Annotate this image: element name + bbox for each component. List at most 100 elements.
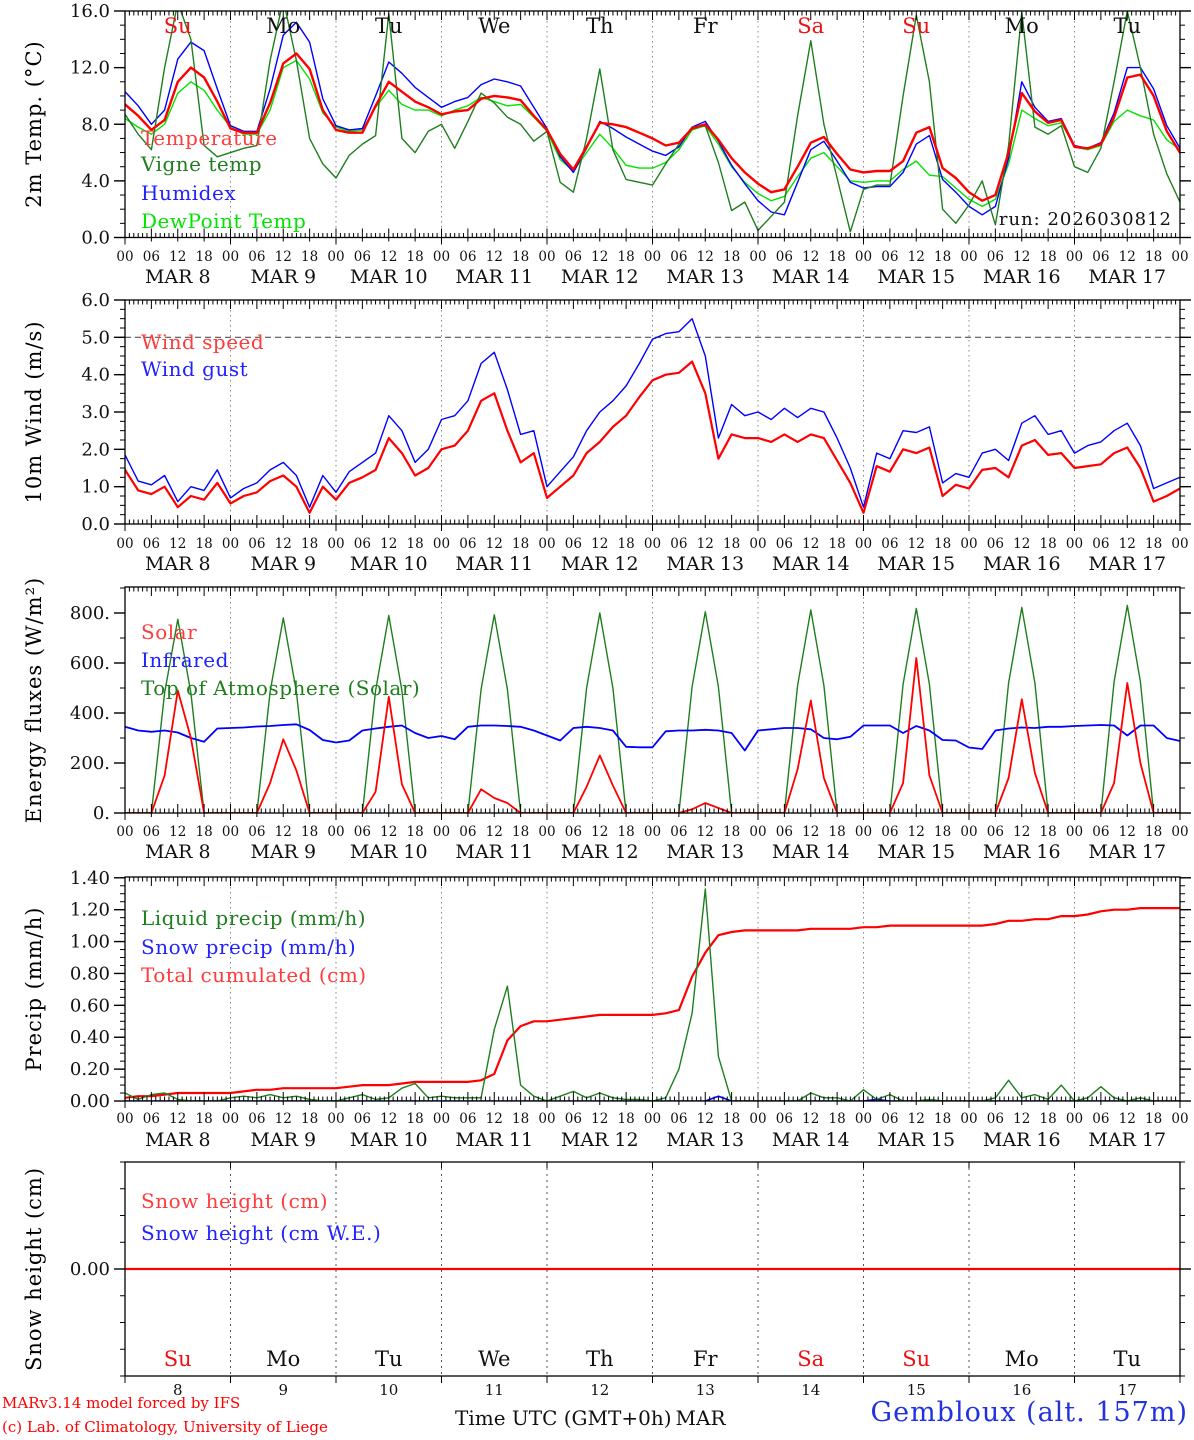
legend-liquid-precip: Liquid precip (mm/h)	[141, 906, 367, 930]
date-labels: MAR 8 MAR 9 MAR 10 MAR 11 MAR 12 MAR 13 MAR 14…	[145, 841, 1166, 863]
hour-label: 00	[222, 536, 239, 552]
series-group	[125, 11, 1180, 233]
series-line-top-of-atmosphere-solar	[125, 604, 1180, 813]
hour-labels: 00 06 12 18 00 06 12 18 00 06 12 18 00 06 12 18 00 06 12 18…	[116, 249, 1188, 265]
hour-label: 00	[1171, 1111, 1188, 1127]
hour-label: 18	[934, 1111, 951, 1127]
y-ticks	[114, 299, 1191, 525]
hour-label: 18	[1040, 1111, 1057, 1127]
hour-label: 18	[1040, 249, 1057, 265]
hour-label: 12	[1119, 1111, 1136, 1127]
hour-label: 06	[987, 249, 1004, 265]
x-ticks	[124, 11, 1181, 245]
day-gridlines	[230, 587, 1075, 813]
hour-label: 12	[1119, 249, 1136, 265]
y-tick-label: 0.0	[81, 228, 110, 249]
hour-label: 06	[248, 824, 265, 840]
hour-label: 00	[538, 1111, 555, 1127]
y-tick-labels: 16.0 12.0 8.0 4.0 0.0	[70, 1, 110, 249]
mar-date-label: MAR 13	[666, 841, 744, 863]
hour-label: 06	[881, 824, 898, 840]
mar-date-label: MAR 14	[772, 841, 850, 863]
hour-label: 18	[934, 249, 951, 265]
hour-label: 18	[512, 249, 529, 265]
y-tick-label: 4.0	[81, 365, 110, 386]
hour-label: 18	[934, 824, 951, 840]
mar-date-label: MAR 8	[145, 266, 211, 288]
hour-label: 12	[486, 1111, 503, 1127]
hour-label: 12	[169, 249, 186, 265]
y-tick-label: 0.00	[70, 1259, 110, 1280]
date-number: 12	[590, 1381, 609, 1399]
hour-label: 00	[327, 1111, 344, 1127]
hour-label: 18	[301, 249, 318, 265]
y-ticks	[114, 1161, 1191, 1377]
mar-date-label: MAR 17	[1088, 553, 1166, 575]
mar-date-label: MAR 14	[772, 1129, 850, 1151]
mar-date-label: MAR 16	[983, 553, 1061, 575]
hour-label: 12	[1119, 824, 1136, 840]
hour-label: 12	[802, 536, 819, 552]
y-ticks	[114, 10, 1191, 239]
hour-label: 06	[881, 249, 898, 265]
hour-label: 12	[275, 824, 292, 840]
hour-label: 00	[644, 824, 661, 840]
legend-toa-solar: Top of Atmosphere (Solar)	[141, 676, 421, 700]
mar-date-label: MAR 15	[877, 1129, 955, 1151]
hour-label: 12	[802, 824, 819, 840]
legend-snow-height: Snow height (cm)	[141, 1189, 329, 1213]
mar-date-label: MAR 12	[561, 266, 639, 288]
hour-label: 12	[169, 536, 186, 552]
series-line-infrared	[125, 723, 1180, 752]
day-gridlines	[230, 11, 1075, 238]
hour-label: 00	[855, 249, 872, 265]
hour-label: 00	[538, 249, 555, 265]
y-tick-label: 1.0	[81, 477, 110, 498]
hour-label: 18	[407, 249, 424, 265]
date-labels: MAR 8 MAR 9 MAR 10 MAR 11 MAR 12 MAR 13 MAR 14…	[145, 266, 1166, 288]
hour-label: 00	[222, 824, 239, 840]
day-name: Su	[902, 1347, 930, 1371]
mar-date-label: MAR 16	[983, 266, 1061, 288]
y-tick-label: 0.20	[70, 1059, 110, 1080]
hour-labels: 00 06 12 18 00 06 12 18 00 06 12 18 00 06 12 18 00 06 12 18…	[116, 536, 1188, 552]
hour-label: 06	[565, 536, 582, 552]
hour-label: 00	[327, 536, 344, 552]
mar-date-label: MAR 8	[145, 553, 211, 575]
mar-date-label: MAR 15	[877, 553, 955, 575]
hour-label: 06	[459, 249, 476, 265]
hour-label: 00	[327, 824, 344, 840]
hour-label: 06	[459, 1111, 476, 1127]
hour-label: 18	[829, 824, 846, 840]
hour-labels: 00 06 12 18 00 06 12 18 00 06 12 18 00 06 12 18 00 06 12 18…	[116, 1111, 1188, 1127]
mar-date-label: MAR 15	[877, 266, 955, 288]
hour-label: 18	[829, 536, 846, 552]
hour-label: 06	[987, 1111, 1004, 1127]
hour-label: 00	[644, 536, 661, 552]
y-tick-label: 8.0	[81, 114, 110, 135]
date-number: 9	[278, 1381, 288, 1399]
hour-label: 12	[275, 1111, 292, 1127]
mar-date-label: MAR 9	[250, 841, 316, 863]
hour-label: 12	[908, 824, 925, 840]
day-name: Tu	[375, 14, 403, 38]
hour-label: 18	[723, 249, 740, 265]
hour-label: 18	[934, 536, 951, 552]
day-name: Tu	[1113, 14, 1141, 38]
hour-label: 00	[960, 536, 977, 552]
hour-label: 18	[618, 1111, 635, 1127]
hour-label: 12	[486, 824, 503, 840]
hour-label: 18	[301, 824, 318, 840]
hour-label: 18	[618, 824, 635, 840]
hour-label: 06	[565, 1111, 582, 1127]
hour-label: 00	[1171, 824, 1188, 840]
hour-label: 12	[169, 1111, 186, 1127]
hour-label: 18	[407, 1111, 424, 1127]
hour-label: 18	[512, 824, 529, 840]
y-ticks	[114, 877, 1191, 1102]
hour-label: 06	[354, 824, 371, 840]
y-tick-label: 16.0	[70, 1, 110, 22]
mar-date-label: MAR 17	[1088, 266, 1166, 288]
hour-label: 12	[697, 249, 714, 265]
